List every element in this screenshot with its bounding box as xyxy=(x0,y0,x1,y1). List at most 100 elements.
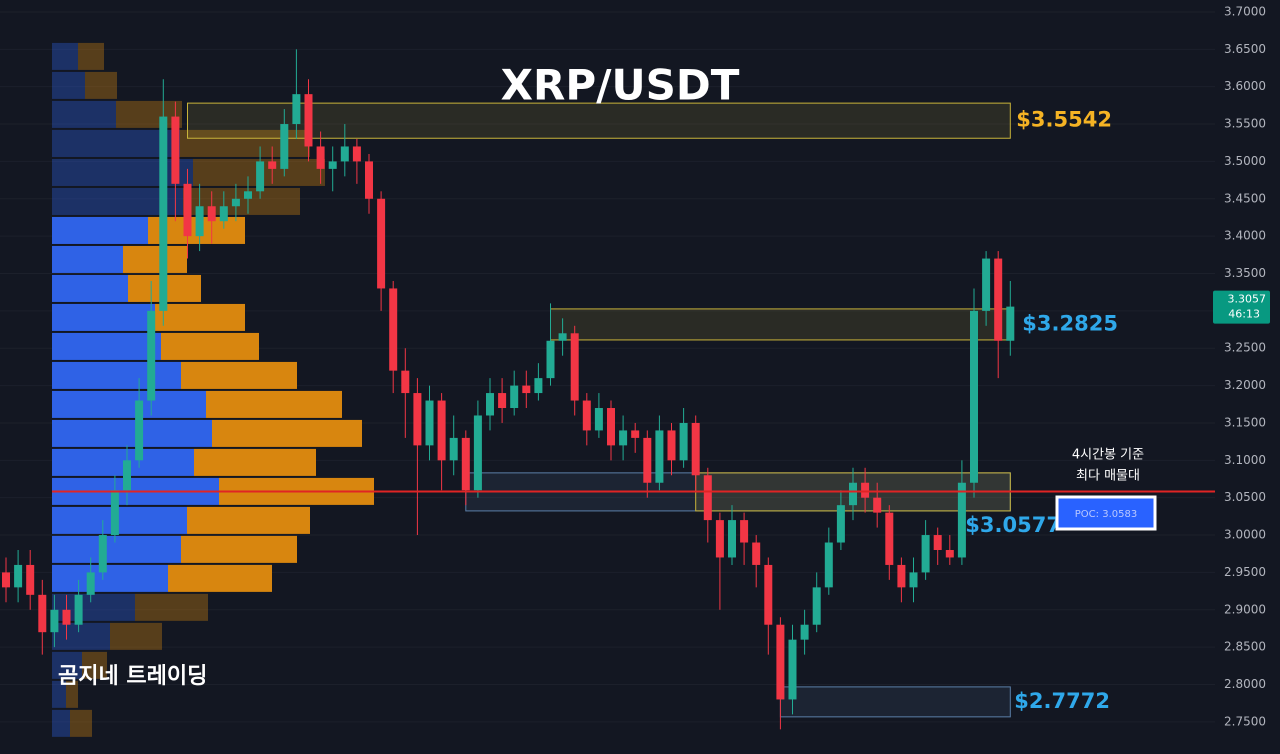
y-tick-label: 3.5500 xyxy=(1224,117,1266,131)
candle-body xyxy=(740,520,749,543)
candle-body xyxy=(764,564,773,625)
y-tick-label: 3.2500 xyxy=(1224,341,1266,355)
candle-body xyxy=(86,572,95,595)
profile-sell-bar xyxy=(181,361,297,389)
candle-body xyxy=(437,400,446,461)
profile-sell-bar xyxy=(206,390,342,418)
candle-body xyxy=(473,415,482,491)
price-tag-countdown: 46:13 xyxy=(1228,308,1260,321)
y-tick-label: 3.4000 xyxy=(1224,229,1266,243)
candle-body xyxy=(752,542,761,565)
y-tick-label: 2.9500 xyxy=(1224,565,1266,579)
profile-sell-bar xyxy=(168,564,272,592)
candle-body xyxy=(679,422,688,461)
candle-body xyxy=(244,191,252,199)
y-tick-label: 3.1000 xyxy=(1224,453,1266,467)
profile-buy-bar xyxy=(52,158,193,186)
candle-body xyxy=(98,535,107,573)
candle-body xyxy=(256,161,265,192)
profile-sell-bar xyxy=(135,593,208,621)
candle-body xyxy=(607,408,615,446)
candle-body xyxy=(788,639,797,700)
candle-body xyxy=(703,475,712,521)
candle-body xyxy=(50,609,59,633)
profile-sell-bar xyxy=(181,535,297,563)
candle-body xyxy=(933,535,942,550)
profile-buy-bar xyxy=(52,361,181,389)
profile-sell-bar xyxy=(66,680,78,708)
profile-buy-bar xyxy=(52,564,168,592)
profile-buy-bar xyxy=(52,71,85,99)
price-tag-value: 3.3057 xyxy=(1228,293,1267,306)
profile-sell-bar xyxy=(116,100,182,128)
y-tick-label: 3.1500 xyxy=(1224,415,1266,429)
candle-body xyxy=(110,490,119,536)
profile-sell-bar xyxy=(82,651,107,679)
candle-body xyxy=(352,146,361,162)
zone xyxy=(550,308,1011,341)
candle-body xyxy=(558,333,567,341)
candle-body xyxy=(921,535,930,573)
profile-sell-bar xyxy=(180,129,310,157)
candle-body xyxy=(655,430,664,483)
profile-buy-bar xyxy=(52,100,116,128)
candle-body xyxy=(643,437,652,483)
y-tick-label: 3.3500 xyxy=(1224,266,1266,280)
candle-body xyxy=(147,310,156,401)
candle-body xyxy=(824,542,833,588)
candle-body xyxy=(667,430,676,461)
candle-body xyxy=(631,430,640,438)
profile-sell-bar xyxy=(110,622,162,650)
profile-buy-bar xyxy=(52,245,123,273)
candle-body xyxy=(195,206,204,237)
candle-body xyxy=(836,505,845,543)
y-tick-label: 3.4500 xyxy=(1224,191,1266,205)
chart-title: XRP/USDT xyxy=(501,61,740,110)
profile-buy-bar xyxy=(52,303,155,331)
candle-body xyxy=(534,378,543,394)
candle-body xyxy=(885,512,894,565)
candle-body xyxy=(2,572,10,588)
candle-body xyxy=(219,206,228,222)
profile-buy-bar xyxy=(52,709,70,737)
candle-body xyxy=(159,116,168,311)
profile-sell-bar xyxy=(212,419,362,447)
profile-buy-bar xyxy=(52,129,180,157)
candle-body xyxy=(945,549,954,558)
candle-body xyxy=(38,594,47,633)
candle-body xyxy=(135,400,144,461)
candle-body xyxy=(861,482,870,498)
zone-label: $2.7772 xyxy=(1014,689,1110,713)
profile-buy-bar xyxy=(52,419,212,447)
zone-label: $3.0577 xyxy=(965,513,1061,537)
candle-body xyxy=(812,587,821,625)
annotation-line: 최다 매물대 xyxy=(1076,469,1140,484)
candle-body xyxy=(957,482,966,558)
candle-body xyxy=(304,94,313,147)
profile-buy-bar xyxy=(52,42,78,70)
y-tick-label: 3.7000 xyxy=(1224,4,1266,18)
profile-buy-bar xyxy=(52,535,181,563)
candle-body xyxy=(26,564,35,595)
candle-body xyxy=(982,258,991,311)
volume-profile xyxy=(52,42,374,737)
y-tick-label: 3.6500 xyxy=(1224,42,1266,56)
candle-body xyxy=(619,430,628,446)
candle-body xyxy=(849,482,857,506)
candle-body xyxy=(340,146,349,162)
candle-body xyxy=(776,624,785,700)
poc-box xyxy=(1055,495,1157,531)
profile-buy-bar xyxy=(52,506,187,534)
candle-body xyxy=(268,161,277,169)
profile-buy-bar xyxy=(52,651,82,679)
profile-sell-bar xyxy=(194,448,316,476)
y-tick-label: 2.8500 xyxy=(1224,640,1266,654)
annotation-line: 4시간봉 기준 xyxy=(1072,448,1144,463)
profile-sell-bar xyxy=(70,709,92,737)
profile-sell-bar xyxy=(187,506,310,534)
zone-label: $3.2825 xyxy=(1022,311,1118,335)
candle-body xyxy=(728,520,736,558)
candle-body xyxy=(62,609,71,625)
